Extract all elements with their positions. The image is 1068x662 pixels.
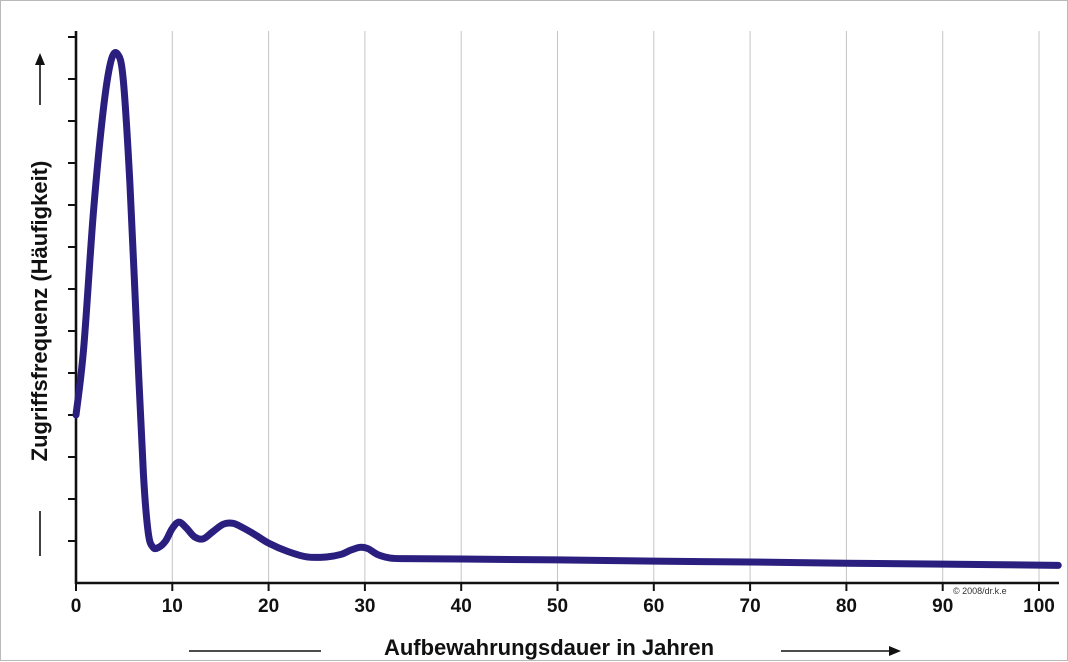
x-tick-label: 100: [1023, 596, 1055, 617]
y-axis-arrow-icon: [35, 53, 45, 65]
y-axis-ticks: [68, 36, 76, 542]
x-tick-label: 70: [740, 596, 761, 617]
x-tick-label: 80: [836, 596, 857, 617]
series-line: [72, 49, 1062, 569]
x-tick-label: 60: [643, 596, 664, 617]
axes: [74, 31, 1059, 585]
y-axis-title: Zugriffsfrequenz (Häufigkeit): [27, 161, 52, 462]
x-axis-ticks: 0 10 20 30 40 50 60 70 80 90 100: [71, 583, 1055, 617]
x-axis-arrow-icon: [889, 646, 901, 656]
x-axis-title: Aufbewahrungsdauer in Jahren: [384, 635, 714, 660]
x-tick-label: 20: [258, 596, 279, 617]
series-group: [72, 49, 1062, 569]
x-tick-label: 10: [162, 596, 183, 617]
credit-text: © 2008/dr.k.e: [953, 586, 1007, 596]
x-tick-label: 30: [354, 596, 375, 617]
grid-lines: [171, 31, 1040, 583]
x-tick-label: 0: [71, 596, 82, 617]
x-tick-label: 90: [932, 596, 953, 617]
x-tick-label: 50: [547, 596, 568, 617]
x-tick-label: 40: [451, 596, 472, 617]
